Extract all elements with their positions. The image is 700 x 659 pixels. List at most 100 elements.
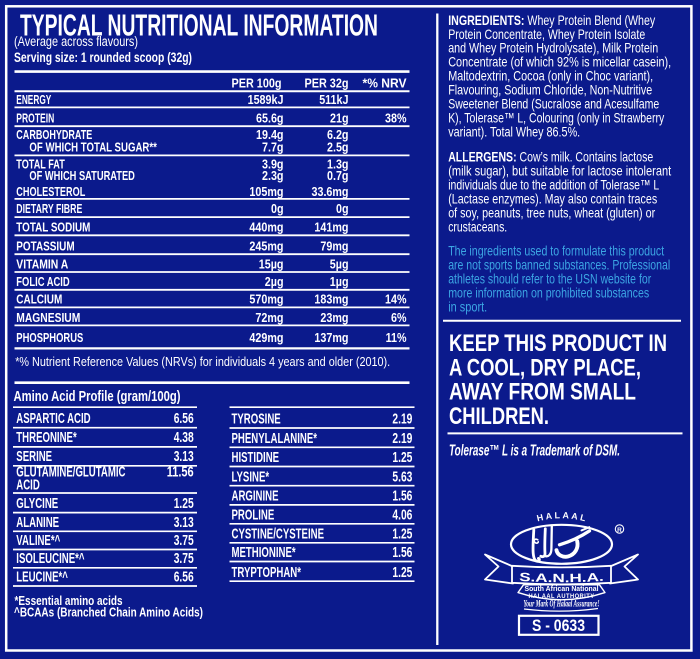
svg-text:TOTAL SODIUM: TOTAL SODIUM — [16, 220, 90, 234]
svg-text:2.19: 2.19 — [392, 412, 412, 428]
svg-text:South African National: South African National — [525, 584, 599, 593]
svg-text:PROLINE: PROLINE — [232, 507, 275, 523]
svg-text:TRYPTOPHAN*: TRYPTOPHAN* — [232, 565, 302, 581]
svg-text:141mg: 141mg — [314, 220, 348, 234]
svg-text:FOLIC ACID: FOLIC ACID — [16, 275, 69, 289]
svg-text:*% NRV: *% NRV — [363, 76, 408, 90]
svg-text:The ingredients used to formul: The ingredients used to formulate this p… — [448, 242, 664, 258]
svg-text:1589kJ: 1589kJ — [248, 93, 284, 107]
svg-text:GLYCINE: GLYCINE — [16, 496, 58, 512]
svg-text:individuals due to the additio: individuals due to the addition of Toler… — [448, 177, 659, 193]
svg-text:ARGININE: ARGININE — [232, 489, 279, 505]
svg-text:5.63: 5.63 — [392, 469, 412, 485]
svg-text:HALAAL: HALAAL — [536, 510, 589, 524]
svg-text:athletes should refer to the U: athletes should refer to the USN website… — [448, 270, 651, 286]
svg-text:ALLERGENS: Cow’s milk. Contain: ALLERGENS: Cow’s milk. Contains lactose — [448, 149, 653, 165]
svg-text:105mg: 105mg — [249, 185, 283, 199]
svg-text:6.2g: 6.2g — [327, 128, 349, 142]
svg-text:POTASSIUM: POTASSIUM — [16, 239, 74, 253]
svg-text:*% Nutrient Reference Values (: *% Nutrient Reference Values (NRVs) for … — [15, 354, 390, 369]
svg-text:23mg: 23mg — [320, 311, 348, 325]
svg-text:(milk sugar), but suitable for: (milk sugar), but suitable for lactose i… — [448, 163, 671, 179]
svg-text:are not sports banned substanc: are not sports banned substances. Profes… — [448, 256, 670, 272]
svg-text:*Essential amino acids: *Essential amino acids — [15, 594, 123, 608]
svg-text:79mg: 79mg — [320, 239, 348, 253]
svg-text:1.25: 1.25 — [392, 565, 412, 581]
svg-text:CYSTINE/CYSTEINE: CYSTINE/CYSTEINE — [232, 526, 325, 542]
svg-text:Sweetener Blend (Sucralose and: Sweetener Blend (Sucralose and Acesulfam… — [448, 96, 659, 112]
svg-text:K), Tolerase™ L, Colouring (on: K), Tolerase™ L, Colouring (only in Stra… — [448, 109, 664, 125]
svg-text:TYPICAL NUTRITIONAL INFORMATIO: TYPICAL NUTRITIONAL INFORMATION — [20, 8, 378, 43]
svg-text:ACID: ACID — [16, 477, 40, 493]
svg-text:Maltodextrin, Cocoa (only in C: Maltodextrin, Cocoa (only in Choc varian… — [448, 68, 653, 84]
svg-text:VITAMIN A: VITAMIN A — [16, 257, 68, 271]
svg-text:PHOSPHORUS: PHOSPHORUS — [16, 331, 83, 345]
svg-text:INGREDIENTS: Whey Protein Blen: INGREDIENTS: Whey Protein Blend (Whey — [448, 12, 655, 28]
svg-text:OF WHICH SATURATED: OF WHICH SATURATED — [29, 169, 134, 183]
svg-text:0g: 0g — [271, 202, 284, 216]
svg-text:137mg: 137mg — [314, 331, 348, 345]
svg-text:33.6mg: 33.6mg — [312, 185, 349, 199]
svg-text:3.13: 3.13 — [174, 515, 194, 531]
svg-text:R: R — [617, 527, 622, 534]
svg-text:65.6g: 65.6g — [256, 112, 284, 126]
svg-text:72mg: 72mg — [255, 311, 283, 325]
svg-text:Your Mark Of Halaal Assurance!: Your Mark Of Halaal Assurance! — [524, 600, 600, 610]
svg-text:(Average across flavours): (Average across flavours) — [14, 34, 138, 49]
svg-text:1.25: 1.25 — [174, 496, 194, 512]
svg-text:6.56: 6.56 — [174, 569, 194, 585]
svg-text:THREONINE*: THREONINE* — [16, 430, 77, 446]
svg-text:183mg: 183mg — [314, 293, 348, 307]
svg-text:Concentrate (of which 92% is m: Concentrate (of which 92% is micellar ca… — [448, 54, 671, 70]
svg-text:in sport.: in sport. — [448, 298, 487, 314]
svg-text:ALANINE: ALANINE — [16, 515, 59, 531]
svg-text:CALCIUM: CALCIUM — [16, 293, 62, 307]
svg-text:1.56: 1.56 — [392, 489, 412, 505]
svg-text:TOTAL FAT: TOTAL FAT — [16, 157, 65, 171]
svg-text:0g: 0g — [336, 202, 349, 216]
svg-text:3.13: 3.13 — [174, 449, 194, 465]
svg-text:4.38: 4.38 — [174, 430, 194, 446]
svg-text:245mg: 245mg — [249, 239, 283, 253]
svg-text:Amino Acid Profile (gram/100g): Amino Acid Profile (gram/100g) — [14, 389, 181, 405]
svg-text:4.06: 4.06 — [392, 507, 412, 523]
svg-text:CARBOHYDRATE: CARBOHYDRATE — [16, 128, 92, 142]
svg-text:21g: 21g — [330, 112, 349, 126]
svg-text:2.3g: 2.3g — [262, 169, 284, 183]
svg-text:METHIONINE*: METHIONINE* — [232, 545, 296, 561]
svg-text:PROTEIN: PROTEIN — [16, 112, 54, 126]
svg-text:LYSINE*: LYSINE* — [232, 469, 270, 485]
svg-text:511kJ: 511kJ — [319, 93, 348, 107]
svg-text:3.75: 3.75 — [174, 551, 194, 567]
svg-text:570mg: 570mg — [249, 293, 283, 307]
svg-text:7.7g: 7.7g — [262, 141, 284, 155]
svg-text:of soy, peanuts, tree nuts, wh: of soy, peanuts, tree nuts, wheat (glute… — [448, 205, 655, 221]
svg-text:GLUTAMINE/GLUTAMIC: GLUTAMINE/GLUTAMIC — [16, 464, 125, 480]
svg-text:1.25: 1.25 — [392, 526, 412, 542]
svg-text:A COOL, DRY PLACE,: A COOL, DRY PLACE, — [449, 354, 641, 381]
svg-text:5µg: 5µg — [330, 257, 349, 271]
svg-text:OF WHICH TOTAL SUGAR**: OF WHICH TOTAL SUGAR** — [29, 141, 157, 155]
svg-text:2µg: 2µg — [265, 275, 284, 289]
svg-text:DIETARY FIBRE: DIETARY FIBRE — [16, 202, 82, 216]
svg-text:PHENYLALANINE*: PHENYLALANINE* — [232, 431, 318, 447]
svg-text:AWAY FROM SMALL: AWAY FROM SMALL — [449, 379, 636, 406]
svg-text:LEUCINE*^: LEUCINE*^ — [16, 569, 68, 585]
svg-text:440mg: 440mg — [249, 220, 283, 234]
svg-text:PER 100g: PER 100g — [232, 76, 282, 90]
svg-text:(Lactase enzymes). May also co: (Lactase enzymes). May also contain trac… — [448, 191, 657, 207]
svg-text:6.56: 6.56 — [174, 411, 194, 427]
svg-text:2.5g: 2.5g — [327, 141, 349, 155]
svg-text:crustaceans.: crustaceans. — [448, 219, 507, 235]
svg-text:Serving size: 1 rounded scoop: Serving size: 1 rounded scoop (32g) — [14, 50, 192, 65]
svg-text:38%: 38% — [385, 112, 407, 126]
svg-text:19.4g: 19.4g — [256, 128, 284, 142]
svg-text:1.56: 1.56 — [392, 545, 412, 561]
svg-text:15µg: 15µg — [259, 257, 284, 271]
svg-text:3.9g: 3.9g — [262, 157, 284, 171]
svg-text:14%: 14% — [385, 293, 407, 307]
svg-text:SERINE: SERINE — [16, 449, 52, 465]
svg-text:11%: 11% — [386, 331, 407, 345]
svg-text:ISOLEUCINE*^: ISOLEUCINE*^ — [16, 551, 84, 567]
svg-text:TYROSINE: TYROSINE — [232, 412, 281, 428]
